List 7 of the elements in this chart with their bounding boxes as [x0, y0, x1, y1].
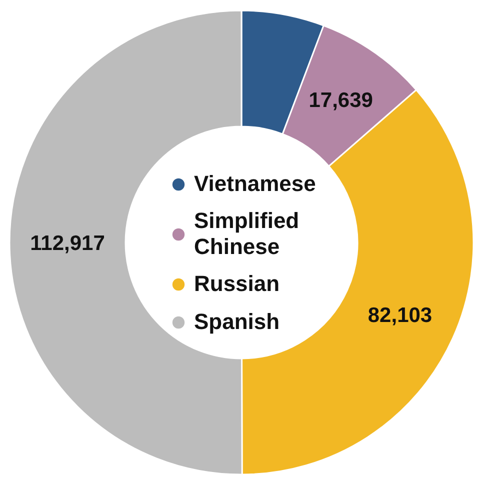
legend-label: Simplified Chinese: [194, 208, 300, 260]
legend-label: Russian: [194, 271, 280, 297]
data-label: 82,103: [368, 304, 432, 327]
data-label: 112,917: [30, 232, 105, 256]
legend-label: Vietnamese: [194, 171, 316, 197]
legend-label: Spanish: [194, 309, 280, 335]
data-label: 17,639: [308, 89, 373, 112]
